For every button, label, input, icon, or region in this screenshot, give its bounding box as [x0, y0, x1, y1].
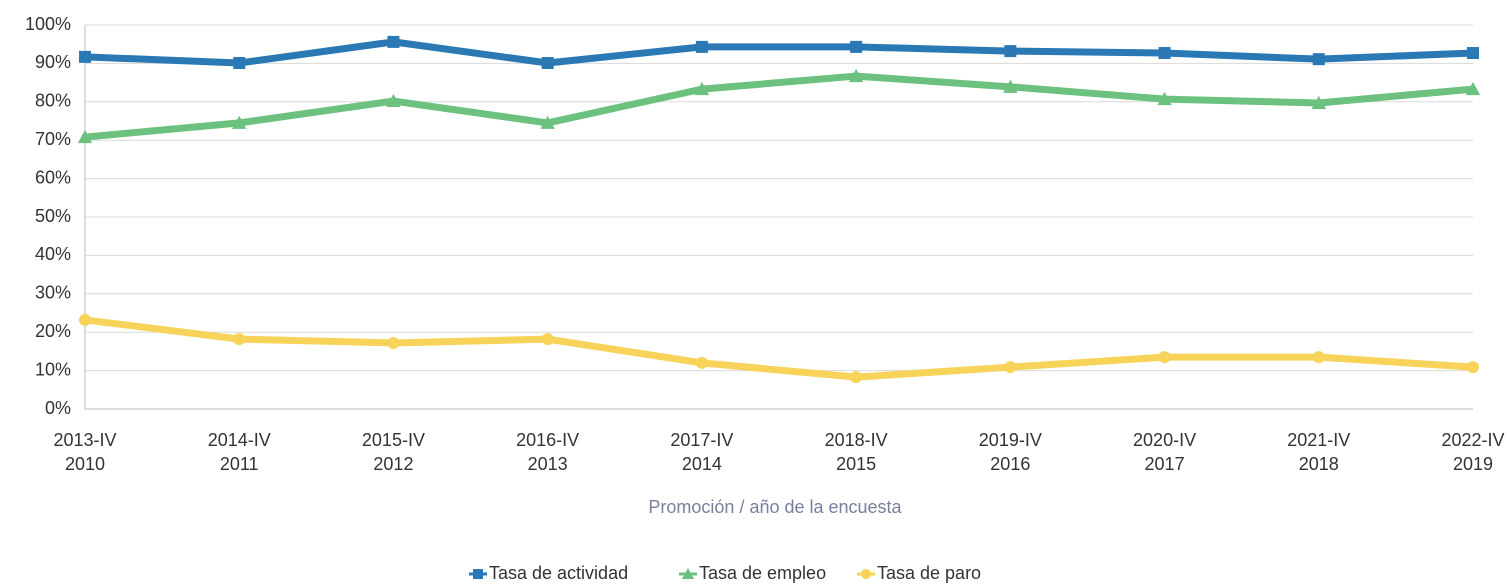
marker [79, 50, 91, 63]
marker [1312, 351, 1325, 364]
x-tick-label: 2013 [528, 454, 568, 474]
y-tick-label: 70% [35, 129, 71, 149]
marker [1004, 45, 1017, 58]
x-tick-label: 2019-IV [979, 430, 1042, 450]
marker [1467, 361, 1479, 374]
x-tick-label: 2015 [836, 454, 876, 474]
x-tick-label: 2018 [1299, 454, 1339, 474]
y-tick-label: 80% [35, 91, 71, 111]
y-tick-label: 50% [35, 206, 71, 226]
y-tick-label: 100% [25, 14, 71, 34]
y-tick-label: 20% [35, 321, 71, 341]
marker [233, 57, 246, 70]
y-tick-label: 40% [35, 244, 71, 264]
marker [540, 115, 555, 129]
x-axis-title: Promoción / año de la encuesta [648, 497, 902, 517]
x-tick-label: 2016 [990, 454, 1030, 474]
legend-label: Tasa de actividad [489, 563, 628, 583]
series-line [81, 72, 1477, 141]
x-tick-label: 2020-IV [1133, 430, 1196, 450]
marker [541, 333, 554, 346]
marker [1003, 79, 1018, 93]
marker [233, 333, 246, 346]
marker [1004, 361, 1017, 374]
marker [387, 336, 400, 349]
marker [1465, 81, 1481, 96]
x-tick-label: 2019 [1453, 454, 1493, 474]
marker [1311, 95, 1326, 109]
marker [1157, 91, 1172, 106]
marker [77, 129, 93, 144]
x-tick-label: 2021-IV [1287, 430, 1350, 450]
marker [1312, 53, 1325, 66]
y-tick-label: 10% [35, 359, 71, 379]
x-tick-label: 2015-IV [362, 430, 425, 450]
marker [695, 40, 708, 53]
legend-label: Tasa de paro [877, 563, 981, 583]
x-tick-label: 2012 [373, 454, 413, 474]
x-tick-label: 2022-IV [1441, 430, 1504, 450]
marker [850, 371, 863, 384]
x-tick-label: 2011 [220, 454, 259, 474]
marker [541, 57, 554, 70]
marker [694, 81, 710, 96]
x-tick-label: 2010 [65, 454, 105, 474]
x-tick-label: 2013-IV [53, 430, 116, 450]
marker [386, 93, 401, 108]
x-tick-label: 2014 [682, 454, 722, 474]
x-tick-label: 2017 [1145, 454, 1185, 474]
marker [695, 356, 708, 369]
x-tick-label: 2018-IV [825, 430, 888, 450]
y-tick-label: 90% [35, 52, 71, 72]
y-tick-label: 30% [35, 283, 71, 303]
marker [1467, 47, 1479, 60]
marker [1158, 351, 1171, 364]
y-tick-label: 60% [35, 167, 71, 187]
marker [848, 68, 864, 83]
y-tick-label: 0% [45, 398, 71, 418]
x-tick-label: 2016-IV [516, 430, 579, 450]
marker [79, 313, 91, 326]
marker [850, 40, 863, 53]
x-tick-label: 2014-IV [208, 430, 271, 450]
marker [1158, 47, 1171, 60]
marker [232, 115, 247, 129]
series-line [81, 38, 1477, 67]
x-tick-label: 2017-IV [670, 430, 733, 450]
marker [387, 35, 400, 48]
series-line [81, 316, 1477, 381]
legend-label: Tasa de empleo [699, 563, 826, 583]
